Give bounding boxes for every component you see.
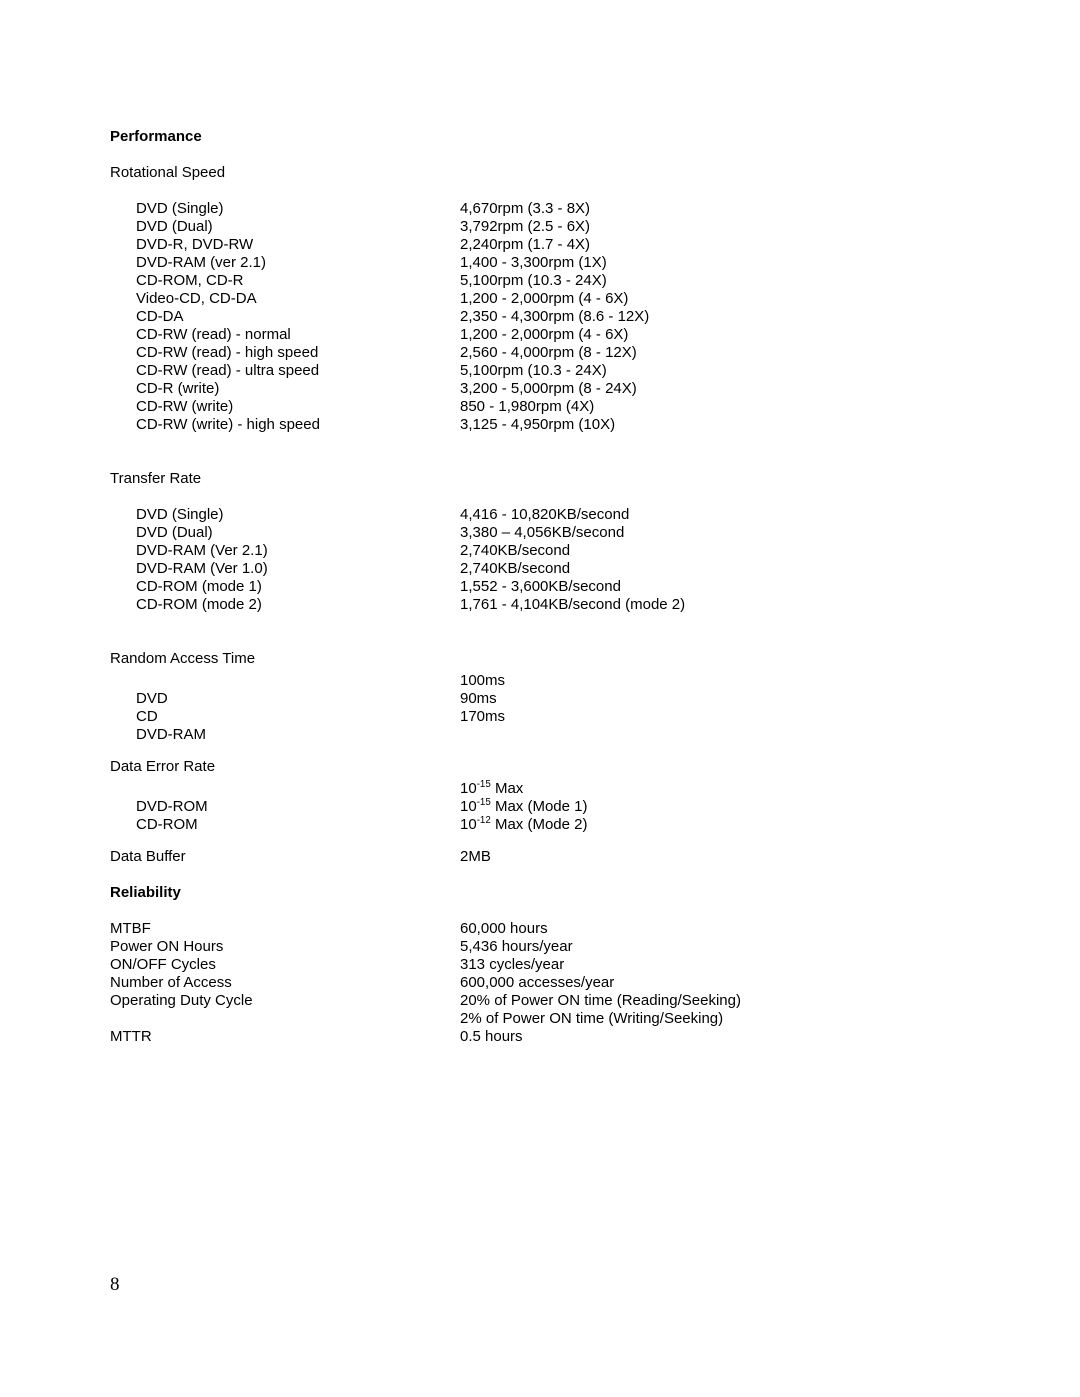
spec-label: DVD-ROM — [136, 798, 460, 816]
spec-value: 4,670rpm (3.3 - 8X) — [460, 200, 970, 218]
random-access-table: DVD CD DVD-RAM 100ms 90ms 170ms — [110, 672, 970, 744]
random-access-left-col: DVD CD DVD-RAM — [110, 672, 460, 744]
spec-value: 1,552 - 3,600KB/second — [460, 578, 970, 596]
spec-value: 3,380 – 4,056KB/second — [460, 524, 970, 542]
spec-label: CD-ROM (mode 2) — [136, 596, 460, 614]
spec-label: Power ON Hours — [110, 938, 460, 956]
suffix: Max (Mode 1) — [491, 798, 588, 815]
data-buffer-value: 2MB — [460, 848, 970, 866]
spec-label: DVD (Single) — [136, 506, 460, 524]
spec-label: ON/OFF Cycles — [110, 956, 460, 974]
spec-value: 5,100rpm (10.3 - 24X) — [460, 362, 970, 380]
spec-label: DVD (Single) — [136, 200, 460, 218]
spec-value: 100ms — [460, 672, 970, 690]
reliability-right-col: 60,000 hours 5,436 hours/year 313 cycles… — [460, 920, 970, 1046]
rotational-speed-left-col: DVD (Single) DVD (Dual) DVD-R, DVD-RW DV… — [110, 200, 460, 434]
spec-value: 3,200 - 5,000rpm (8 - 24X) — [460, 380, 970, 398]
spec-label: Number of Access — [110, 974, 460, 992]
transfer-rate-table: DVD (Single) DVD (Dual) DVD-RAM (Ver 2.1… — [110, 506, 970, 614]
data-error-table: DVD-ROM CD-ROM 10-15 Max 10-15 Max (Mode… — [110, 780, 970, 834]
rotational-speed-right-col: 4,670rpm (3.3 - 8X) 3,792rpm (2.5 - 6X) … — [460, 200, 970, 434]
reliability-left-col: MTBF Power ON Hours ON/OFF Cycles Number… — [110, 920, 460, 1046]
spec-value: 1,761 - 4,104KB/second (mode 2) — [460, 596, 970, 614]
spec-label: Video-CD, CD-DA — [136, 290, 460, 308]
data-error-left-col: DVD-ROM CD-ROM — [110, 780, 460, 834]
exponent: -15 — [477, 797, 491, 808]
spec-value: 60,000 hours — [460, 920, 970, 938]
spec-label: DVD-RAM (ver 2.1) — [136, 254, 460, 272]
spec-value: 2,560 - 4,000rpm (8 - 12X) — [460, 344, 970, 362]
spec-value: 2,240rpm (1.7 - 4X) — [460, 236, 970, 254]
spec-value: 600,000 accesses/year — [460, 974, 970, 992]
spec-label: CD-RW (write) — [136, 398, 460, 416]
spec-value: 2,740KB/second — [460, 542, 970, 560]
spec-value: 90ms — [460, 690, 970, 708]
transfer-rate-left-col: DVD (Single) DVD (Dual) DVD-RAM (Ver 2.1… — [110, 506, 460, 614]
spec-label: CD-RW (read) - ultra speed — [136, 362, 460, 380]
transfer-rate-label: Transfer Rate — [110, 470, 970, 488]
spec-label: Operating Duty Cycle — [110, 992, 460, 1010]
spec-label: CD-RW (write) - high speed — [136, 416, 460, 434]
spec-value: 10-15 Max — [460, 780, 970, 798]
spec-value: 1,200 - 2,000rpm (4 - 6X) — [460, 326, 970, 344]
spec-value: 10-12 Max (Mode 2) — [460, 816, 970, 834]
suffix: Max (Mode 2) — [491, 816, 588, 833]
data-error-right-col: 10-15 Max 10-15 Max (Mode 1) 10-12 Max (… — [460, 780, 970, 834]
spec-value: 10-15 Max (Mode 1) — [460, 798, 970, 816]
reliability-heading: Reliability — [110, 884, 970, 902]
spec-label: MTBF — [110, 920, 460, 938]
spec-value: 1,200 - 2,000rpm (4 - 6X) — [460, 290, 970, 308]
spec-label: DVD-RAM (Ver 1.0) — [136, 560, 460, 578]
spec-value: 1,400 - 3,300rpm (1X) — [460, 254, 970, 272]
spec-label: CD-ROM, CD-R — [136, 272, 460, 290]
spec-label: DVD-RAM — [136, 726, 460, 744]
spec-label: DVD-RAM (Ver 2.1) — [136, 542, 460, 560]
document-page: Performance Rotational Speed DVD (Single… — [0, 0, 1080, 1397]
base: 10 — [460, 816, 477, 833]
spec-value: 20% of Power ON time (Reading/Seeking) — [460, 992, 970, 1010]
spec-value: 2% of Power ON time (Writing/Seeking) — [460, 1010, 970, 1028]
spec-value: 313 cycles/year — [460, 956, 970, 974]
spec-value: 5,436 hours/year — [460, 938, 970, 956]
exponent: -12 — [477, 815, 491, 826]
spec-label — [110, 1010, 460, 1028]
spec-value: 0.5 hours — [460, 1028, 970, 1046]
spec-value: 2,740KB/second — [460, 560, 970, 578]
data-buffer-label: Data Buffer — [110, 848, 460, 866]
spec-value: 3,792rpm (2.5 - 6X) — [460, 218, 970, 236]
spec-label: CD-RW (read) - normal — [136, 326, 460, 344]
rotational-speed-table: DVD (Single) DVD (Dual) DVD-R, DVD-RW DV… — [110, 200, 970, 434]
spec-value: 850 - 1,980rpm (4X) — [460, 398, 970, 416]
spec-value: 4,416 - 10,820KB/second — [460, 506, 970, 524]
spec-label: CD-DA — [136, 308, 460, 326]
performance-heading: Performance — [110, 128, 970, 146]
spec-value: 2,350 - 4,300rpm (8.6 - 12X) — [460, 308, 970, 326]
data-buffer-row: Data Buffer 2MB — [110, 848, 970, 866]
base: 10 — [460, 780, 477, 797]
spec-label: CD-RW (read) - high speed — [136, 344, 460, 362]
spec-label: DVD (Dual) — [136, 218, 460, 236]
spec-label: DVD (Dual) — [136, 524, 460, 542]
spec-label: CD-ROM (mode 1) — [136, 578, 460, 596]
spec-label: CD-ROM — [136, 816, 460, 834]
spec-value: 5,100rpm (10.3 - 24X) — [460, 272, 970, 290]
transfer-rate-right-col: 4,416 - 10,820KB/second 3,380 – 4,056KB/… — [460, 506, 970, 614]
spec-value: 170ms — [460, 708, 970, 726]
random-access-right-col: 100ms 90ms 170ms — [460, 672, 970, 744]
data-error-label: Data Error Rate — [110, 758, 970, 776]
spec-label: CD — [136, 708, 460, 726]
spec-value: 3,125 - 4,950rpm (10X) — [460, 416, 970, 434]
spec-label: CD-R (write) — [136, 380, 460, 398]
spec-label: MTTR — [110, 1028, 460, 1046]
page-number: 8 — [110, 1274, 120, 1297]
suffix: Max — [491, 780, 524, 797]
base: 10 — [460, 798, 477, 815]
spec-label: DVD — [136, 690, 460, 708]
rotational-speed-label: Rotational Speed — [110, 164, 970, 182]
reliability-table: MTBF Power ON Hours ON/OFF Cycles Number… — [110, 920, 970, 1046]
random-access-label: Random Access Time — [110, 650, 970, 668]
exponent: -15 — [477, 779, 491, 790]
spec-label: DVD-R, DVD-RW — [136, 236, 460, 254]
